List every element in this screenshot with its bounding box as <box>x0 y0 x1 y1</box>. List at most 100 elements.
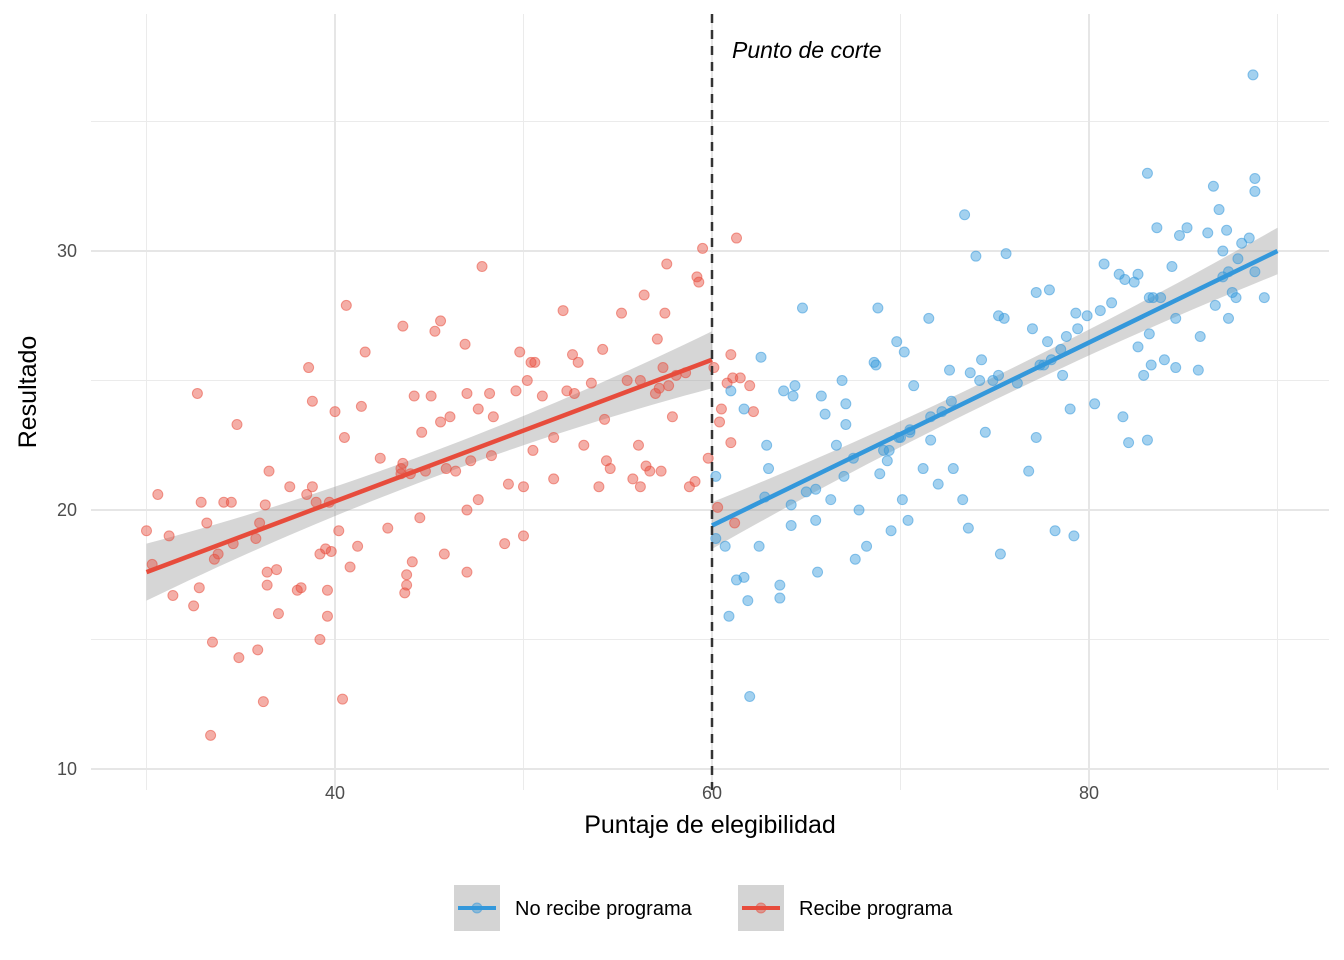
data-point <box>1119 273 1131 285</box>
data-point <box>401 569 413 581</box>
data-point <box>1194 330 1206 342</box>
data-point <box>435 315 447 327</box>
data-point <box>1070 307 1082 319</box>
data-point <box>1000 248 1012 260</box>
data-point <box>1249 266 1261 278</box>
data-point <box>661 258 673 270</box>
data-point <box>141 525 152 537</box>
data-point <box>763 463 775 475</box>
data-point <box>729 517 741 529</box>
data-point <box>314 634 326 645</box>
data-point <box>1094 305 1106 317</box>
data-point <box>747 406 759 418</box>
data-point <box>306 481 318 493</box>
legend-label: No recibe programa <box>515 898 693 920</box>
data-point <box>1141 434 1153 446</box>
data-point <box>1098 258 1110 270</box>
data-point <box>666 411 678 423</box>
data-point <box>1209 299 1221 311</box>
data-point <box>352 540 364 552</box>
data-point <box>1258 292 1270 304</box>
data-point <box>502 478 514 490</box>
data-point <box>1141 167 1153 179</box>
data-point <box>702 452 714 464</box>
data-point <box>957 494 969 506</box>
data-point <box>1221 224 1233 236</box>
data-point <box>195 496 207 508</box>
data-point <box>597 343 609 355</box>
data-point <box>440 463 452 475</box>
data-point <box>382 522 394 534</box>
data-point <box>651 333 663 345</box>
data-point <box>944 364 956 376</box>
data-point <box>510 385 522 397</box>
data-point <box>450 465 462 477</box>
data-point <box>787 390 799 402</box>
data-point <box>212 548 224 560</box>
data-point <box>774 579 786 591</box>
data-point <box>908 380 920 392</box>
data-point <box>974 375 986 386</box>
data-point <box>885 525 897 537</box>
data-point <box>731 232 743 244</box>
x-axis-title: Puntaje de elegibilidad <box>584 811 836 839</box>
data-point <box>306 395 318 407</box>
y-tick-label: 20 <box>57 500 77 520</box>
data-point <box>355 400 367 412</box>
x-tick-label: 40 <box>325 783 345 803</box>
data-point <box>259 499 271 511</box>
data-point <box>525 356 537 368</box>
data-point <box>272 608 284 620</box>
data-point <box>1247 69 1259 81</box>
data-point <box>206 636 218 648</box>
data-point <box>329 406 341 418</box>
data-point <box>1072 323 1084 335</box>
data-point <box>1026 323 1038 335</box>
data-point <box>819 408 831 420</box>
data-point <box>1192 364 1204 376</box>
data-point <box>527 444 539 456</box>
data-point <box>725 349 737 361</box>
data-point <box>397 457 409 469</box>
data-point <box>499 538 511 550</box>
data-point <box>1057 369 1069 381</box>
data-point <box>1089 398 1101 410</box>
data-point <box>1064 403 1076 415</box>
data-point <box>1030 286 1042 298</box>
data-point <box>810 514 822 526</box>
data-point <box>632 439 644 451</box>
data-point <box>233 652 245 664</box>
data-point <box>883 444 895 456</box>
data-point <box>529 356 541 368</box>
data-point <box>627 473 639 485</box>
y-tick-labels: 10 20 30 <box>57 241 77 779</box>
data-point <box>461 387 473 399</box>
data-point <box>998 312 1010 324</box>
data-point <box>593 481 605 493</box>
data-point <box>218 496 230 508</box>
major-gridlines <box>91 14 1329 790</box>
data-point <box>374 452 386 464</box>
data-point <box>338 431 350 443</box>
data-point <box>1132 341 1144 353</box>
data-point <box>250 532 262 544</box>
data-point <box>435 416 447 428</box>
data-point <box>1217 245 1229 257</box>
data-point <box>261 579 273 591</box>
data-point <box>657 362 669 374</box>
data-point <box>257 696 269 708</box>
data-point <box>521 375 533 386</box>
data-point <box>1207 180 1219 192</box>
data-point <box>945 395 957 407</box>
data-point <box>947 463 959 475</box>
data-point <box>710 470 722 482</box>
data-point <box>301 488 313 500</box>
data-point <box>970 250 982 262</box>
data-point <box>1143 328 1155 340</box>
data-point <box>994 548 1006 560</box>
data-point <box>1068 530 1080 542</box>
data-point <box>1145 359 1157 371</box>
data-point <box>231 419 243 431</box>
data-point <box>881 455 893 467</box>
data-point <box>344 561 356 573</box>
